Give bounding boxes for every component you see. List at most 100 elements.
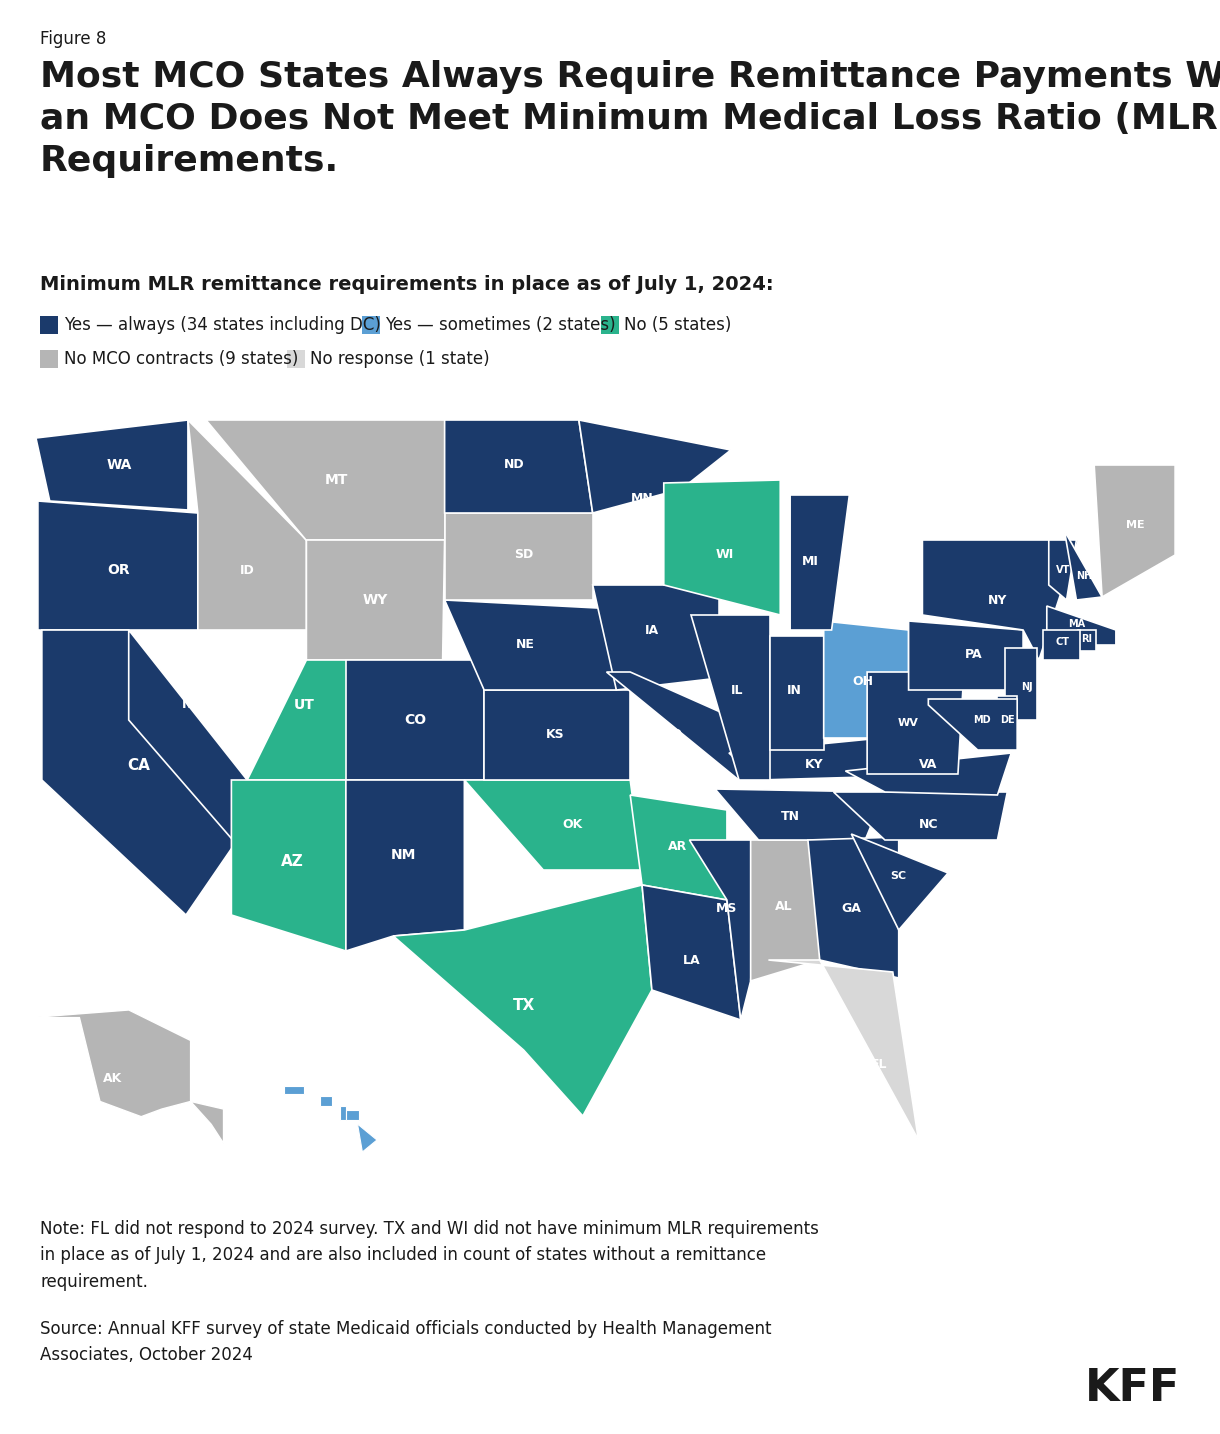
Polygon shape xyxy=(845,753,1011,794)
Polygon shape xyxy=(791,495,849,630)
Text: IA: IA xyxy=(645,624,659,637)
Text: WV: WV xyxy=(898,718,919,728)
Text: AK: AK xyxy=(102,1073,122,1086)
Text: No (5 states): No (5 states) xyxy=(625,315,732,334)
Polygon shape xyxy=(852,835,948,931)
Polygon shape xyxy=(770,637,824,750)
Polygon shape xyxy=(1078,630,1096,651)
Text: Figure 8: Figure 8 xyxy=(40,30,106,47)
Polygon shape xyxy=(346,780,465,951)
Polygon shape xyxy=(188,420,306,630)
Text: AL: AL xyxy=(776,899,793,912)
Polygon shape xyxy=(306,541,444,660)
Polygon shape xyxy=(38,500,198,630)
Polygon shape xyxy=(465,780,642,870)
Text: AR: AR xyxy=(669,839,687,852)
Text: Note: FL did not respond to 2024 survey. TX and WI did not have minimum MLR requ: Note: FL did not respond to 2024 survey.… xyxy=(40,1220,819,1291)
Text: OK: OK xyxy=(562,819,583,832)
Text: NY: NY xyxy=(988,594,1008,607)
Text: TX: TX xyxy=(512,998,534,1012)
Text: IN: IN xyxy=(787,684,802,697)
Polygon shape xyxy=(320,1096,332,1106)
Polygon shape xyxy=(692,615,770,780)
Polygon shape xyxy=(922,541,1078,660)
Polygon shape xyxy=(824,621,909,739)
Polygon shape xyxy=(728,739,881,780)
Polygon shape xyxy=(909,621,1024,690)
Bar xyxy=(40,315,59,334)
Text: MI: MI xyxy=(802,555,819,568)
Text: CA: CA xyxy=(127,757,150,773)
Polygon shape xyxy=(232,780,346,951)
Text: DE: DE xyxy=(1000,716,1015,726)
Text: RI: RI xyxy=(1081,634,1092,644)
Text: VT: VT xyxy=(1055,565,1070,575)
Polygon shape xyxy=(998,695,1017,736)
Text: GA: GA xyxy=(842,902,861,915)
Polygon shape xyxy=(284,1086,304,1094)
Polygon shape xyxy=(642,885,741,1020)
Text: OR: OR xyxy=(107,564,131,576)
Polygon shape xyxy=(833,792,1008,840)
Polygon shape xyxy=(606,673,759,780)
Text: WI: WI xyxy=(716,548,734,562)
Polygon shape xyxy=(206,420,444,541)
Text: ND: ND xyxy=(504,459,525,472)
Polygon shape xyxy=(578,420,731,513)
Text: OH: OH xyxy=(853,674,874,687)
Polygon shape xyxy=(1065,531,1102,599)
Text: HI: HI xyxy=(322,1123,334,1133)
Text: NV: NV xyxy=(182,698,201,711)
Text: LA: LA xyxy=(683,954,700,967)
Polygon shape xyxy=(715,789,884,840)
Polygon shape xyxy=(444,513,593,599)
Text: NC: NC xyxy=(919,819,938,832)
Polygon shape xyxy=(393,885,651,1116)
Polygon shape xyxy=(750,840,820,981)
Polygon shape xyxy=(1005,648,1037,720)
Text: NE: NE xyxy=(516,638,536,651)
Text: NJ: NJ xyxy=(1021,683,1033,693)
Polygon shape xyxy=(1047,607,1116,645)
Polygon shape xyxy=(928,698,1017,750)
Polygon shape xyxy=(593,585,719,690)
Bar xyxy=(287,350,305,369)
Text: KFF: KFF xyxy=(1085,1367,1180,1410)
Polygon shape xyxy=(689,840,759,1020)
Text: Yes — sometimes (2 states): Yes — sometimes (2 states) xyxy=(386,315,616,334)
Text: WY: WY xyxy=(362,594,388,607)
Polygon shape xyxy=(357,1124,377,1152)
Text: FL: FL xyxy=(871,1058,887,1071)
Polygon shape xyxy=(867,673,964,774)
Text: IL: IL xyxy=(731,684,743,697)
Polygon shape xyxy=(129,630,248,843)
Text: Source: Annual KFF survey of state Medicaid officials conducted by Health Manage: Source: Annual KFF survey of state Medic… xyxy=(40,1321,771,1364)
Text: UT: UT xyxy=(294,698,315,713)
Text: ME: ME xyxy=(1126,521,1144,531)
Text: NH: NH xyxy=(1076,571,1092,581)
Text: MN: MN xyxy=(631,492,654,505)
Polygon shape xyxy=(808,837,899,978)
Polygon shape xyxy=(484,690,631,780)
Text: Minimum MLR remittance requirements in place as of July 1, 2024:: Minimum MLR remittance requirements in p… xyxy=(40,275,773,294)
Polygon shape xyxy=(190,1101,223,1143)
Text: KY: KY xyxy=(804,759,824,771)
Bar xyxy=(361,315,379,334)
Polygon shape xyxy=(444,599,616,690)
Bar xyxy=(600,315,619,334)
Text: KS: KS xyxy=(545,728,565,741)
Polygon shape xyxy=(41,630,235,915)
Text: SC: SC xyxy=(891,870,906,880)
Text: ID: ID xyxy=(240,564,255,576)
Polygon shape xyxy=(1049,541,1076,599)
Polygon shape xyxy=(1043,630,1081,660)
Text: CO: CO xyxy=(404,713,426,727)
Text: MA: MA xyxy=(1068,619,1085,630)
Polygon shape xyxy=(664,480,781,615)
Polygon shape xyxy=(35,420,188,511)
Text: No response (1 state): No response (1 state) xyxy=(311,350,490,369)
Polygon shape xyxy=(339,1106,346,1120)
Polygon shape xyxy=(346,1110,359,1120)
Polygon shape xyxy=(1094,465,1175,597)
Bar xyxy=(40,350,59,369)
